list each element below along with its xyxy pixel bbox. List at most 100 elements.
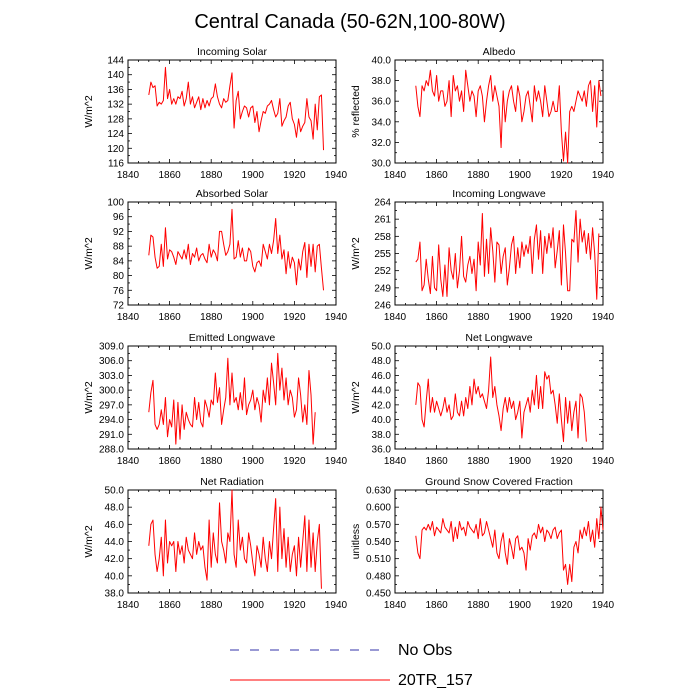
y-tick-label: 246 [374,301,391,312]
x-tick-label: 1940 [592,600,615,611]
y-tick-label: 40.0 [372,415,392,426]
x-tick-label: 1840 [117,456,140,467]
y-tick-label: 46.0 [372,371,392,382]
y-tick-label: 72 [113,301,125,312]
panel-title: Absorbed Solar [196,188,269,200]
x-tick-label: 1880 [467,456,490,467]
x-tick-label: 1920 [283,170,306,181]
y-axis-label: W/m^2 [83,525,95,558]
y-tick-label: 36.0 [372,445,392,456]
panel-title: Emitted Longwave [189,332,276,344]
panel-incoming-longwave: Incoming Longwave 1840 1860 1880 1900 1920 194… [350,188,615,323]
x-tick-label: 1900 [509,312,532,323]
page-title: Central Canada (50-62N,100-80W) [194,11,505,33]
y-tick-label: 48.0 [105,503,125,514]
panel-title: Ground Snow Covered Fraction [425,476,573,488]
y-tick-label: 34.0 [372,117,392,128]
legend-label-no-obs: No Obs [398,642,452,659]
y-tick-label: 124 [107,129,124,140]
y-tick-label: 42.0 [372,400,392,411]
series-line-20tr-157 [415,69,602,164]
panel-title: Net Radiation [200,476,264,488]
y-tick-label: 38.0 [372,76,392,87]
x-tick-label: 1840 [117,170,140,181]
x-tick-label: 1840 [117,312,140,323]
x-tick-label: 1880 [200,456,223,467]
y-tick-label: 0.630 [366,486,391,497]
x-tick-label: 1840 [384,456,407,467]
x-tick-label: 1920 [550,600,573,611]
panel-title: Incoming Longwave [452,188,546,200]
panel-albedo: Albedo 1840 1860 1880 1900 1920 1940 30.0 32.0 34… [350,46,615,181]
y-tick-label: 0.540 [366,537,391,548]
x-tick-label: 1920 [550,456,573,467]
series-line-20tr-157 [148,66,325,151]
x-tick-label: 1840 [384,170,407,181]
y-tick-label: 0.510 [366,554,391,565]
y-tick-label: 38.0 [105,589,125,600]
x-tick-label: 1940 [325,170,348,181]
panel-title: Albedo [483,46,516,58]
x-tick-label: 1860 [158,170,181,181]
y-axis-label: W/m^2 [83,95,95,128]
y-tick-label: 30.0 [372,159,392,170]
x-tick-label: 1860 [158,312,181,323]
x-tick-label: 1860 [158,600,181,611]
legend-label-20tr-157: 20TR_157 [398,672,473,689]
x-tick-label: 1880 [200,170,223,181]
plot-frame [127,345,337,450]
y-tick-label: 136 [107,85,124,96]
x-tick-label: 1880 [200,312,223,323]
x-tick-label: 1940 [592,312,615,323]
panel-absorbed-solar: Absorbed Solar 1840 1860 1880 1900 1920 1940 72… [83,188,348,323]
y-tick-label: 140 [107,70,124,81]
y-tick-label: 92 [113,227,125,238]
y-tick-label: 128 [107,114,124,125]
panel-net-radiation: Net Radiation 1840 1860 1880 1900 1920 1940 38.… [83,476,348,611]
series-line-20tr-157 [148,208,325,291]
x-tick-label: 1860 [425,456,448,467]
x-tick-label: 1940 [325,456,348,467]
x-tick-label: 1940 [325,600,348,611]
legend-entry-20tr-157: 20TR_157 [230,672,473,689]
y-tick-label: 0.450 [366,589,391,600]
x-tick-label: 1920 [550,170,573,181]
y-tick-label: 300.0 [99,386,124,397]
y-tick-label: 264 [374,198,391,209]
y-tick-label: 46.0 [105,520,125,531]
y-tick-label: 80 [113,271,125,282]
panel-title: Incoming Solar [197,46,268,58]
x-tick-label: 1880 [200,600,223,611]
x-tick-label: 1860 [425,312,448,323]
y-tick-label: 36.0 [372,97,392,108]
y-tick-label: 96 [113,212,125,223]
x-tick-label: 1860 [425,600,448,611]
y-tick-label: 48.0 [372,356,392,367]
y-axis-label: % reflected [350,85,362,138]
y-tick-label: 40.0 [372,56,392,67]
x-tick-label: 1940 [592,170,615,181]
panel-net-longwave: Net Longwave 1840 1860 1880 1900 1920 1940 36.0… [350,332,615,467]
x-tick-label: 1920 [550,312,573,323]
y-tick-label: 255 [374,249,391,260]
y-tick-label: 297.0 [99,400,124,411]
x-tick-label: 1900 [509,456,532,467]
y-tick-label: 50.0 [105,486,125,497]
y-tick-label: 0.570 [366,520,391,531]
x-tick-label: 1840 [384,600,407,611]
y-tick-label: 38.0 [372,430,392,441]
x-tick-label: 1900 [242,170,265,181]
y-axis-label: W/m^2 [83,237,95,270]
y-tick-label: 44.0 [372,386,392,397]
series-line-20tr-157 [415,356,587,443]
y-axis-label: W/m^2 [350,381,362,414]
y-axis-label: W/m^2 [350,237,362,270]
panel-ground-snow-covered-fraction: Ground Snow Covered Fraction 1840 1860 1880… [350,476,615,611]
x-tick-label: 1900 [242,456,265,467]
series-line-20tr-157 [415,210,600,300]
x-tick-label: 1880 [467,170,490,181]
y-tick-label: 288.0 [99,445,124,456]
y-tick-label: 306.0 [99,356,124,367]
legend: No Obs 20TR_157 [230,642,473,689]
